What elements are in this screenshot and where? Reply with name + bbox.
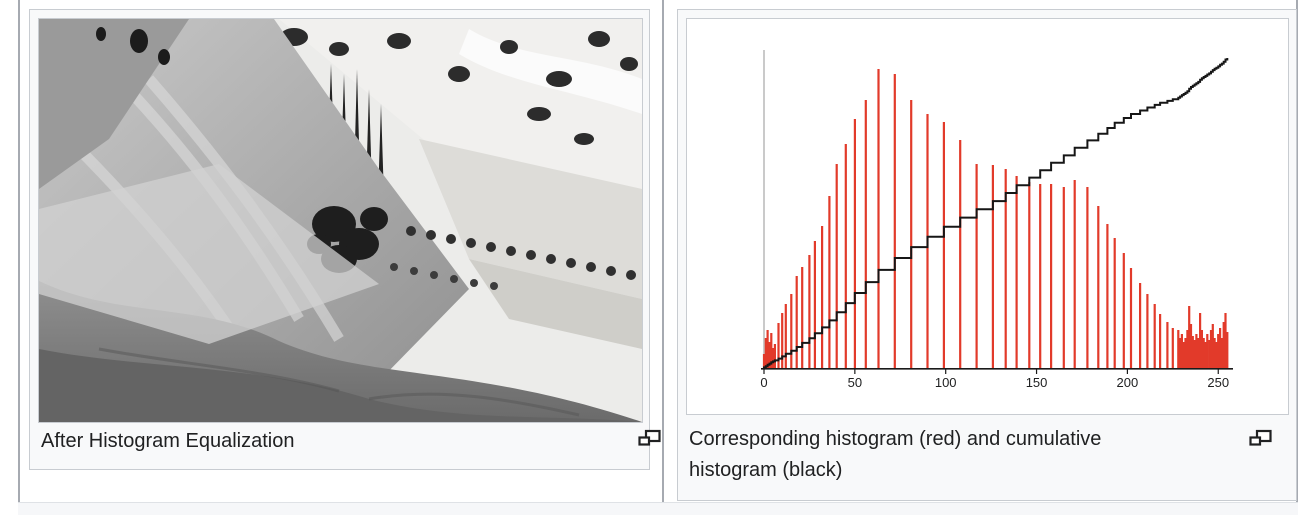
svg-text:200: 200 bbox=[1117, 375, 1139, 390]
caption-left: After Histogram Equalization bbox=[41, 430, 295, 452]
histogram-chart-image[interactable]: 0 50 100 150 200 250 bbox=[686, 18, 1289, 415]
histogram-chart-svg: 0 50 100 150 200 250 bbox=[760, 50, 1233, 390]
magnify-icon[interactable] bbox=[1249, 429, 1272, 446]
figure-histogram-chart: 0 50 100 150 200 250 Corresponding histogram … bbox=[677, 9, 1297, 501]
landscape-photo-svg bbox=[39, 19, 642, 422]
svg-text:250: 250 bbox=[1207, 375, 1229, 390]
svg-text:50: 50 bbox=[848, 375, 862, 390]
caption-right: Corresponding histogram (red) and cumula… bbox=[689, 428, 1102, 481]
table-border-left bbox=[18, 0, 20, 502]
table-bottom-strip bbox=[18, 502, 1298, 515]
table-border-middle bbox=[662, 0, 664, 502]
table-border-right bbox=[1296, 0, 1298, 502]
magnify-icon[interactable] bbox=[638, 429, 661, 446]
svg-text:100: 100 bbox=[935, 375, 957, 390]
svg-text:0: 0 bbox=[760, 375, 767, 390]
equalized-photo[interactable] bbox=[38, 18, 643, 423]
figure-equalized-image: After Histogram Equalization bbox=[29, 9, 661, 470]
svg-text:150: 150 bbox=[1026, 375, 1048, 390]
